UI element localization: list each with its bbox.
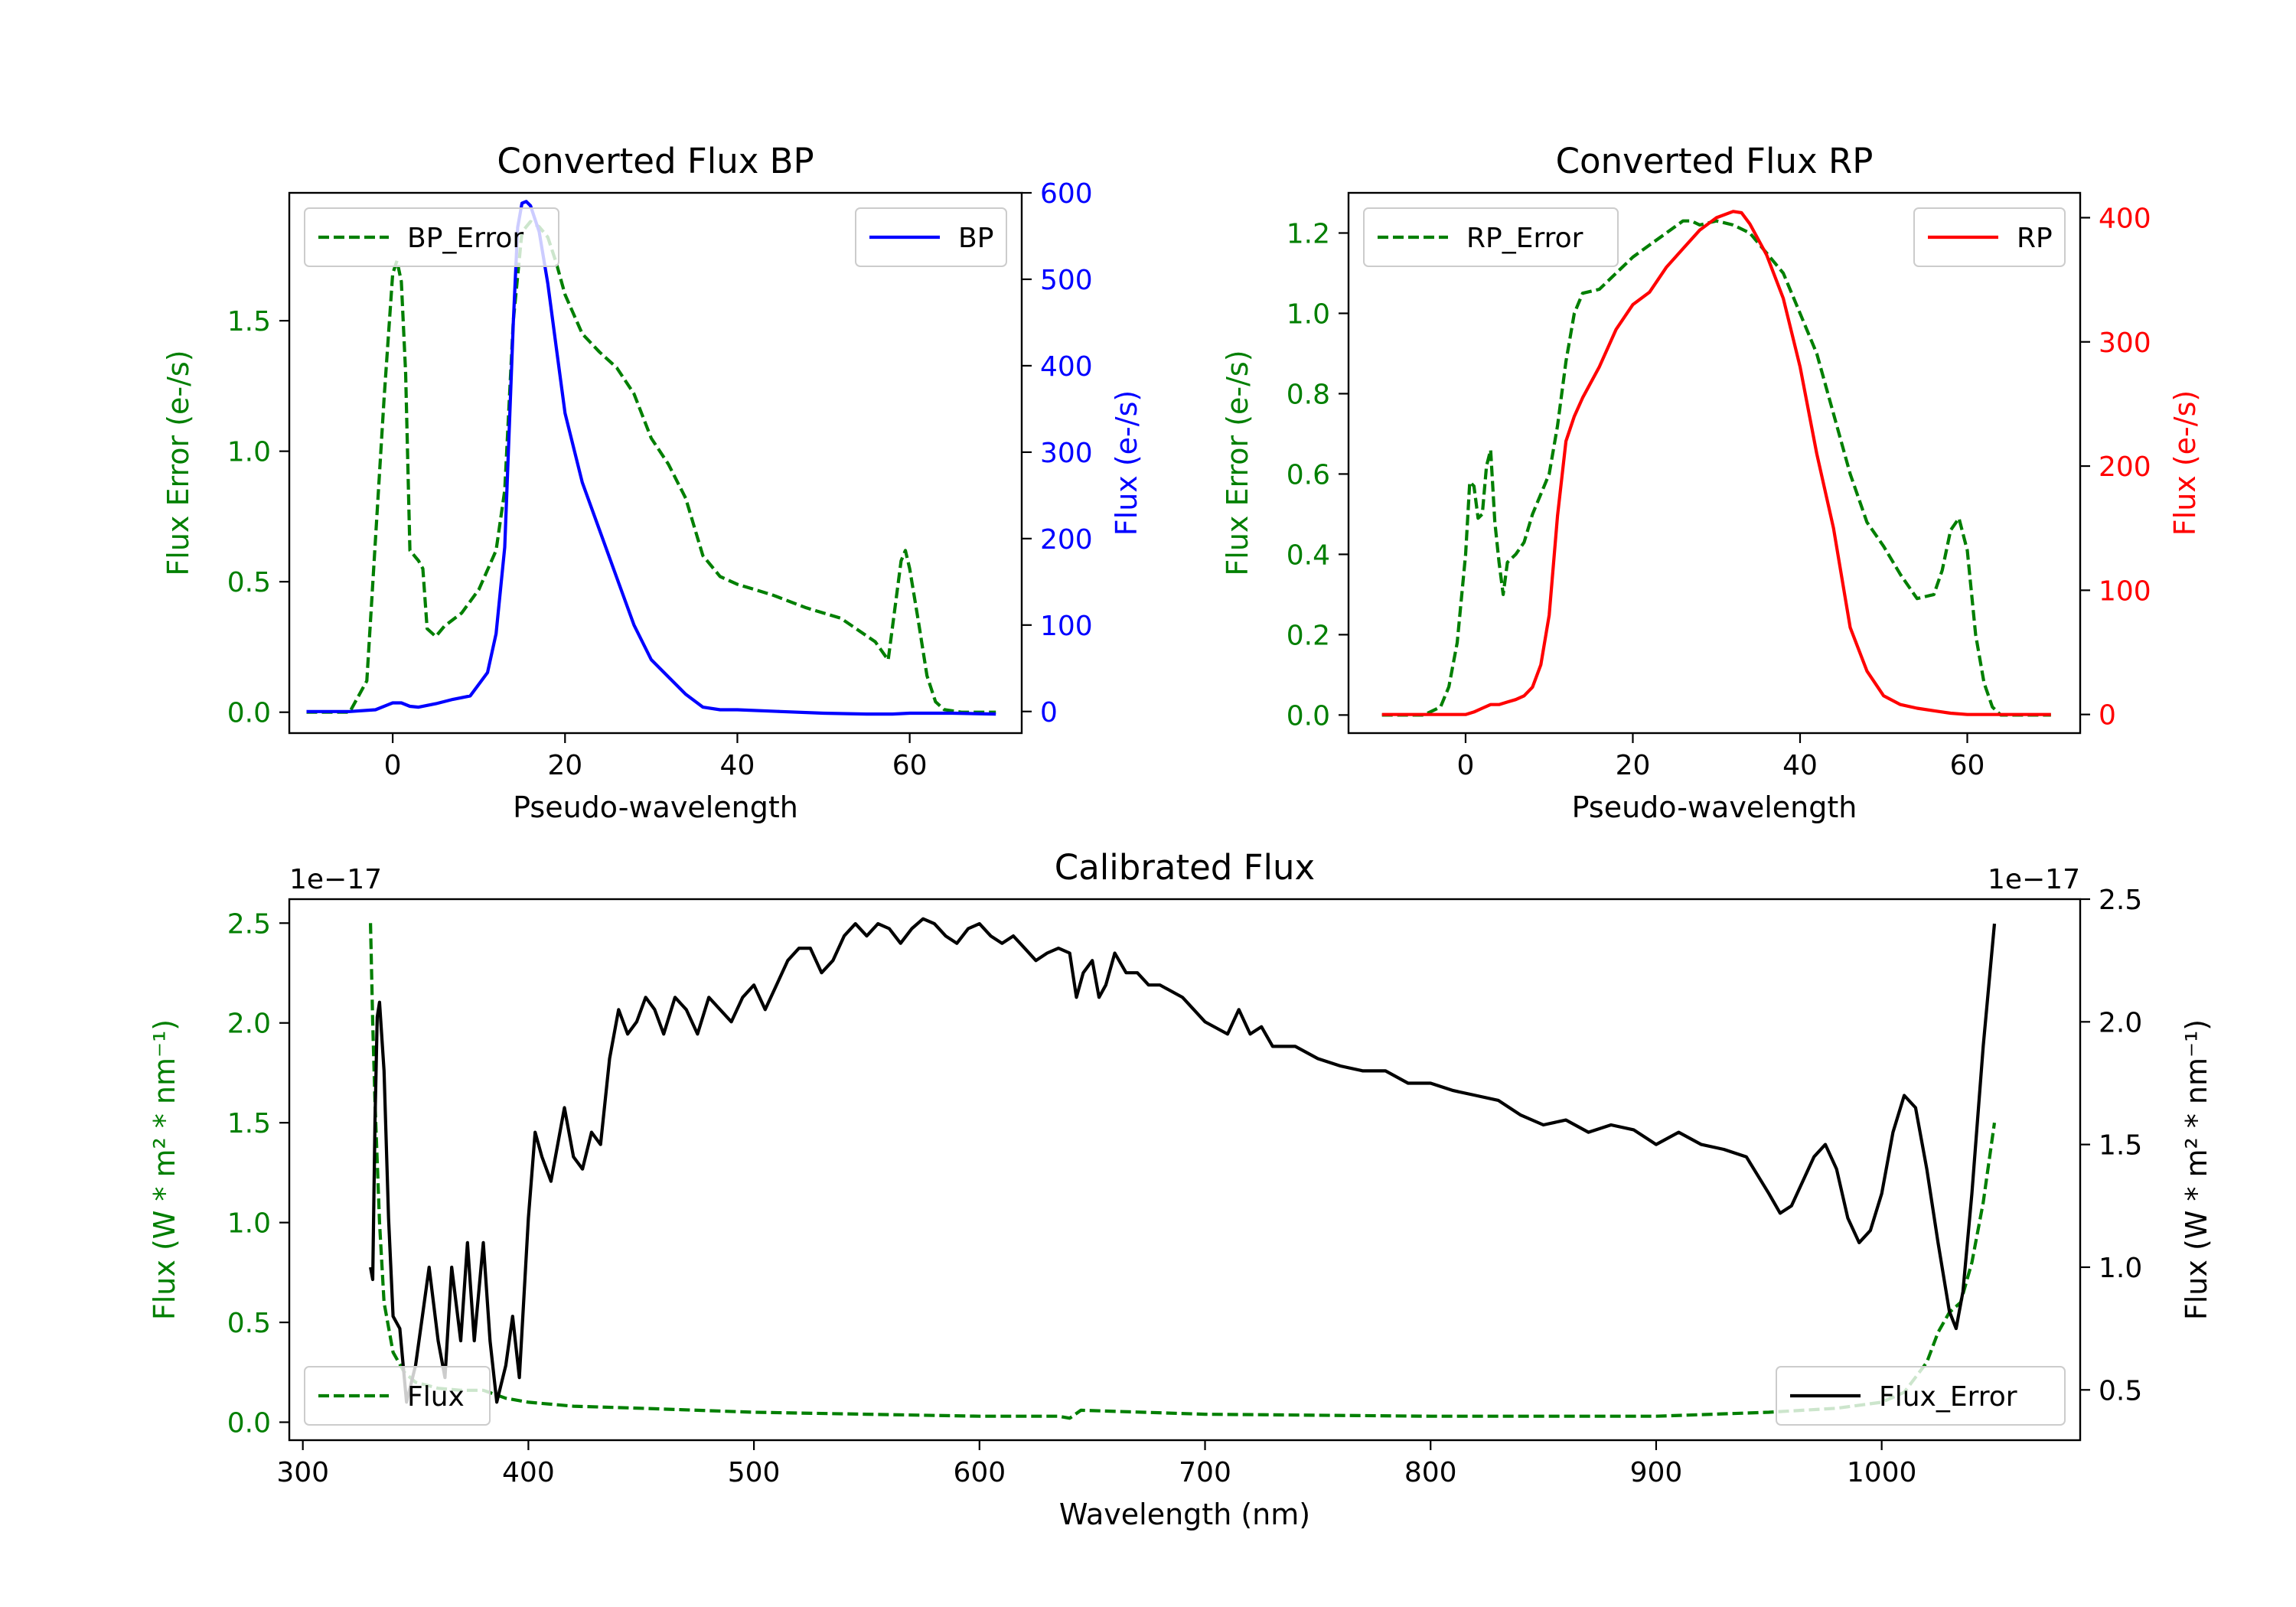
legend-box — [1776, 1366, 2066, 1426]
y-right-tick-label: 100 — [2099, 575, 2151, 607]
y-left-tick-label: 0.5 — [227, 1308, 271, 1339]
x-tick-label: 60 — [1950, 750, 1985, 781]
y-right-tick-label: 1.0 — [2099, 1253, 2142, 1284]
y-left-tick-label: 0.0 — [227, 698, 271, 729]
y-left-offset-label: 1e−17 — [289, 864, 382, 895]
y-left-tick-label: 0.0 — [1287, 700, 1330, 732]
y-left-tick-label: 0.0 — [227, 1408, 271, 1439]
series-line-flux — [369, 917, 1997, 1404]
x-tick-label: 300 — [276, 1457, 329, 1488]
x-tick-label: 500 — [728, 1457, 781, 1488]
x-tick-label: 1000 — [1847, 1457, 1917, 1488]
chart-title: Calibrated Flux — [1055, 847, 1315, 888]
y-right-tick-label: 300 — [1040, 438, 1093, 469]
y-right-axis-label: Flux (W * m² * nm⁻¹) — [2180, 1019, 2213, 1320]
y-left-tick-label: 0.8 — [1287, 379, 1330, 410]
y-right-tick-label: 300 — [2099, 328, 2151, 359]
y-left-tick-label: 1.0 — [227, 1208, 271, 1240]
x-tick-label: 800 — [1404, 1457, 1457, 1488]
y-right-tick-label: 600 — [1040, 178, 1093, 210]
legend-label: Flux — [407, 1381, 465, 1413]
plot-frame — [288, 191, 1023, 735]
y-right-axis-label: Flux (e-/s) — [2168, 390, 2202, 536]
x-tick-label: 900 — [1630, 1457, 1683, 1488]
chart-title: Converted Flux RP — [1556, 141, 1874, 181]
x-tick-label: 0 — [384, 750, 402, 781]
y-left-axis-label: Flux Error (e-/s) — [1221, 350, 1254, 575]
legend-label: BP — [958, 223, 993, 254]
chart-title: Converted Flux BP — [497, 141, 814, 181]
calibrated-chart-panel: 300 400 500 600 700 800 900 1000 0.0 0.5 1.0 1.5 2.0… — [148, 847, 2213, 1531]
legend-box — [304, 1366, 491, 1426]
y-left-axis-label: Flux (W * m² * nm⁻¹) — [148, 1019, 181, 1320]
series-line-rp-error — [1381, 219, 2051, 717]
y-left-tick-label: 2.0 — [227, 1009, 271, 1040]
x-tick-label: 600 — [953, 1457, 1006, 1488]
y-left-tick-label: 1.5 — [227, 306, 271, 337]
x-tick-label: 20 — [547, 750, 582, 781]
x-tick-label: 40 — [1782, 750, 1818, 781]
y-right-tick-label: 0 — [2099, 700, 2116, 732]
legend-flux-error: Flux — [304, 1366, 491, 1426]
legend-label: RP — [2017, 223, 2053, 254]
y-right-tick-label: 500 — [1040, 265, 1093, 296]
y-right-tick-label: 2.5 — [2099, 885, 2142, 916]
y-left-tick-label: 1.5 — [227, 1108, 271, 1139]
x-tick-label: 0 — [1457, 750, 1475, 781]
x-axis-label: Wavelength (nm) — [1059, 1498, 1310, 1531]
y-left-tick-label: 0.6 — [1287, 459, 1330, 491]
y-left-axis-label: Flux Error (e-/s) — [161, 350, 195, 575]
y-right-tick-label: 2.0 — [2099, 1007, 2142, 1038]
y-left-tick-label: 0.2 — [1287, 620, 1330, 651]
legend-label: Flux_Error — [1879, 1381, 2017, 1413]
x-axis-label: Pseudo-wavelength — [1572, 790, 1857, 824]
legend-label: BP_Error — [407, 223, 523, 254]
legend-label: RP_Error — [1466, 223, 1583, 254]
legend-rp: RP — [1913, 207, 2066, 267]
y-left-tick-label: 0.4 — [1287, 539, 1330, 571]
legend-bp: BP — [855, 207, 1007, 267]
plot-frame — [1347, 191, 2082, 735]
y-right-tick-label: 100 — [1040, 611, 1093, 642]
x-tick-label: 700 — [1179, 1457, 1231, 1488]
y-left-tick-label: 1.0 — [1287, 298, 1330, 330]
y-right-tick-label: 0.5 — [2099, 1375, 2142, 1407]
y-left-tick-label: 1.2 — [1287, 218, 1330, 249]
rp-chart-panel: 0 20 40 60 0.0 0.2 0.4 0.6 0.8 1.0 1.2 0 100 200 300 40… — [1221, 141, 2202, 824]
y-right-tick-label: 200 — [2099, 451, 2151, 483]
y-left-tick-label: 0.5 — [227, 567, 271, 598]
series-line-rp — [1381, 210, 2051, 716]
legend-rp-error: RP_Error — [1363, 207, 1619, 267]
y-right-tick-label: 400 — [2099, 203, 2151, 234]
y-right-tick-label: 200 — [1040, 524, 1093, 556]
series-line-flux-error — [369, 923, 1997, 1420]
y-right-axis-label: Flux (e-/s) — [1110, 390, 1143, 536]
y-right-tick-label: 0 — [1040, 697, 1058, 729]
y-left-tick-label: 2.5 — [227, 908, 271, 940]
legend-box — [304, 207, 559, 267]
legend-flux: Flux_Error — [1776, 1366, 2066, 1426]
legend-box — [1363, 207, 1619, 267]
legend-bp-error: BP_Error — [304, 207, 559, 267]
bp-chart-panel: 0 20 40 60 0.0 0.5 1.0 1.5 0 100 200 300 400 500 600 Co… — [161, 141, 1143, 824]
y-right-offset-label: 1e−17 — [1988, 864, 2080, 895]
x-tick-label: 60 — [892, 750, 928, 781]
y-right-tick-label: 1.5 — [2099, 1130, 2142, 1162]
x-tick-label: 20 — [1616, 750, 1651, 781]
x-axis-label: Pseudo-wavelength — [513, 790, 798, 824]
x-tick-label: 400 — [502, 1457, 555, 1488]
y-left-tick-label: 1.0 — [227, 437, 271, 468]
x-tick-label: 40 — [720, 750, 755, 781]
plot-frame — [288, 898, 2082, 1442]
y-right-tick-label: 400 — [1040, 351, 1093, 383]
series-line-bp-error — [306, 220, 996, 714]
